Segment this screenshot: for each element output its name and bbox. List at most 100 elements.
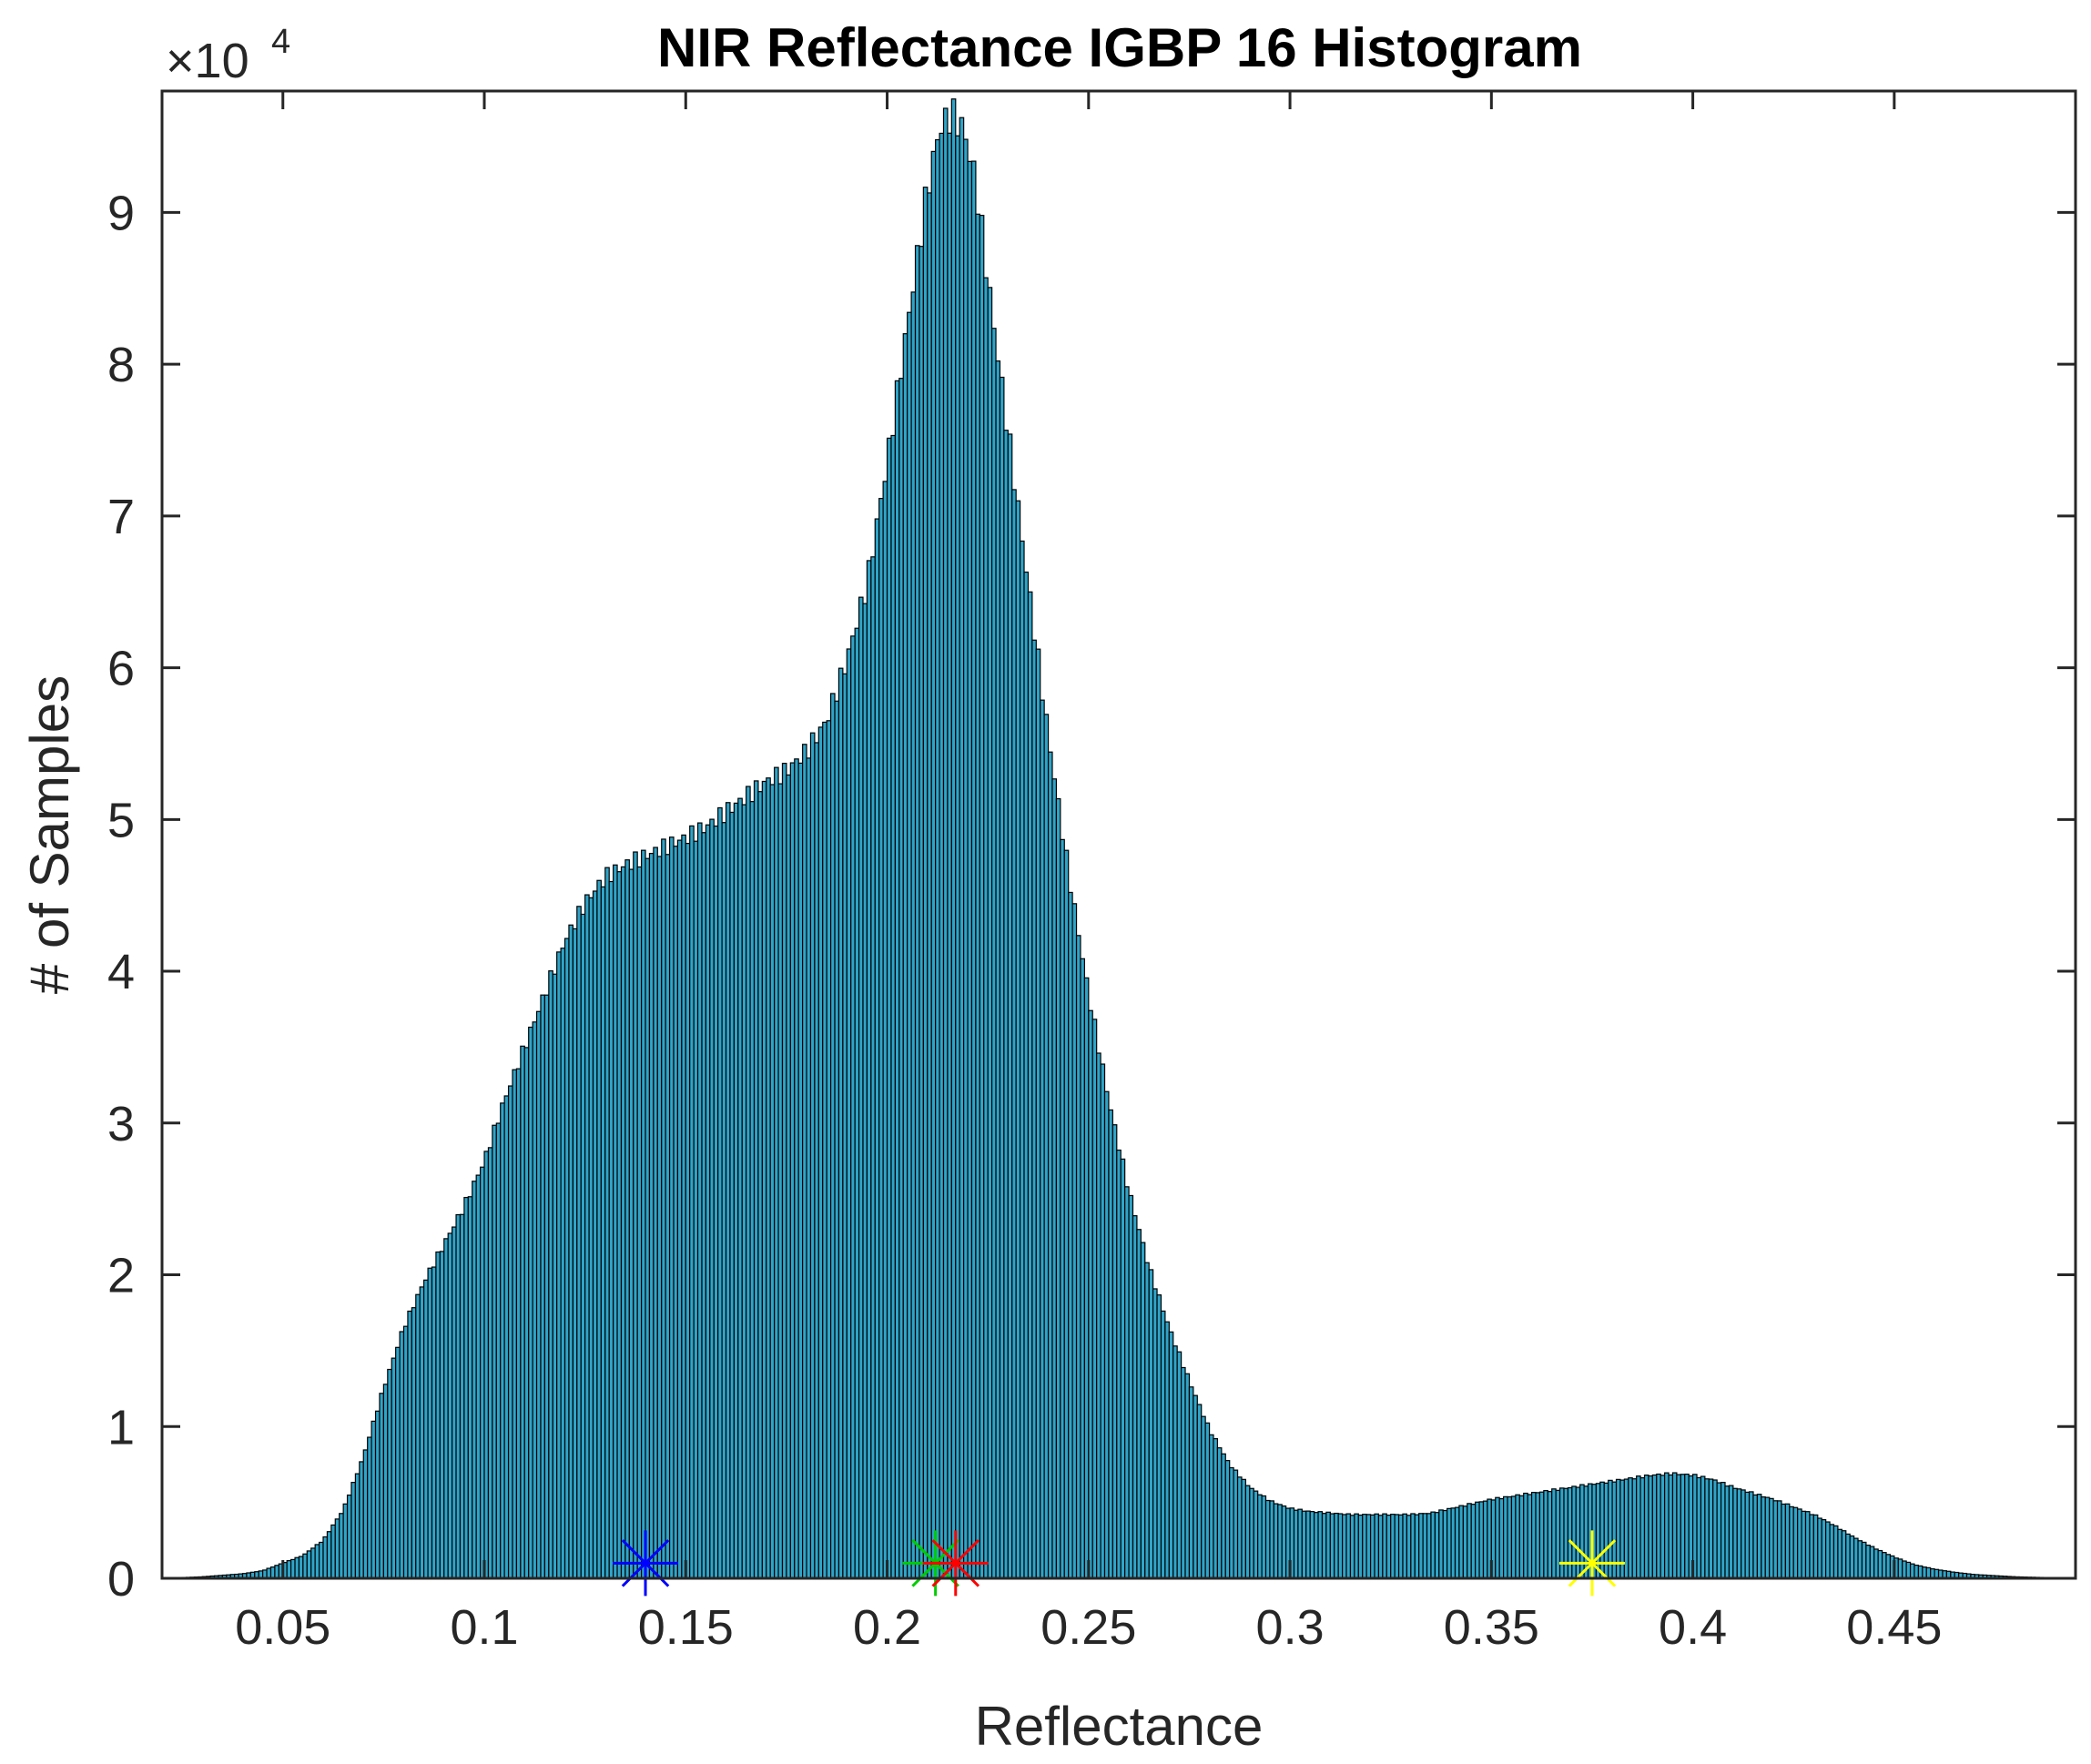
histogram-bar [633, 851, 638, 1579]
histogram-bar [1071, 903, 1078, 1579]
histogram-bar [1656, 1473, 1661, 1579]
histogram-bar [1543, 1489, 1548, 1579]
histogram-bar [645, 857, 651, 1579]
histogram-bar [1772, 1500, 1779, 1579]
histogram-bar [761, 780, 767, 1579]
histogram-bar [717, 806, 723, 1579]
histogram-bar [874, 518, 880, 1579]
histogram-bar [1329, 1513, 1335, 1579]
histogram-bar [1156, 1294, 1162, 1579]
histogram-bar [1769, 1497, 1774, 1579]
histogram-bar [1643, 1474, 1649, 1579]
histogram-bar [1676, 1474, 1681, 1579]
histogram-bar [979, 214, 985, 1579]
histogram-bar [1748, 1491, 1754, 1579]
histogram-bar [983, 277, 989, 1579]
histogram-bar [822, 721, 827, 1579]
histogram-bar [1744, 1491, 1751, 1579]
y-multiplier-label: ×10 4 [166, 23, 290, 88]
histogram-bar [882, 481, 888, 1579]
histogram-bar [1781, 1503, 1786, 1579]
histogram-bar [1068, 891, 1073, 1579]
histogram-bar [1402, 1513, 1408, 1579]
histogram-bar [507, 1085, 513, 1579]
histogram-bar [1116, 1149, 1122, 1579]
histogram-bar [809, 732, 816, 1579]
histogram-bar [947, 132, 952, 1579]
histogram-bar [1204, 1422, 1211, 1579]
histogram-bar [834, 700, 840, 1579]
histogram-bar [487, 1147, 493, 1579]
histogram-bar [967, 160, 973, 1579]
histogram-bar [492, 1124, 497, 1579]
histogram-bar [1623, 1478, 1629, 1579]
histogram-bar [975, 213, 980, 1579]
histogram-bar [995, 360, 1001, 1579]
histogram-bar [1043, 714, 1050, 1579]
histogram-bar [789, 762, 796, 1579]
histogram-bar [1108, 1109, 1113, 1579]
histogram-bar [1124, 1186, 1130, 1579]
histogram-bar [1374, 1513, 1380, 1579]
histogram-bar [1317, 1511, 1324, 1579]
histogram-bar [1902, 1560, 1907, 1579]
histogram-bar [435, 1251, 441, 1579]
histogram-bar [1470, 1504, 1477, 1579]
histogram-bar [733, 802, 739, 1579]
histogram-bar [1088, 1009, 1093, 1579]
histogram-bar [1482, 1500, 1488, 1579]
histogram-bar [1011, 489, 1017, 1579]
histogram-bar [1651, 1474, 1658, 1579]
histogram-bar [1523, 1492, 1528, 1579]
histogram-bar [1897, 1558, 1903, 1579]
histogram-bar [563, 938, 570, 1579]
histogram-bar [387, 1368, 392, 1579]
histogram-bar [628, 868, 634, 1579]
histogram-bar [370, 1420, 377, 1579]
histogram-bar [535, 1010, 542, 1579]
histogram-bar [1551, 1488, 1557, 1579]
histogram-bar [1841, 1530, 1847, 1579]
histogram-bar [1277, 1504, 1283, 1579]
histogram-bar [584, 894, 590, 1579]
y-tick-label: 0 [107, 1552, 135, 1607]
histogram-bar [1720, 1481, 1726, 1579]
histogram-bar [1184, 1373, 1191, 1579]
histogram-bar [794, 758, 799, 1579]
histogram-bar [866, 560, 872, 1579]
histogram-bar [1309, 1511, 1315, 1579]
histogram-bar [656, 856, 663, 1579]
histogram-bar [423, 1279, 429, 1579]
histogram-bar [1664, 1472, 1670, 1579]
histogram-bar [910, 291, 917, 1579]
histogram-bar [846, 648, 852, 1579]
histogram-bar [1478, 1501, 1485, 1579]
histogram-bar [1176, 1351, 1183, 1579]
histogram-bar [495, 1122, 502, 1579]
histogram-bar [963, 138, 969, 1579]
histogram-bar [1527, 1494, 1533, 1579]
histogram-bar [709, 818, 715, 1579]
y-tick-label: 1 [107, 1400, 135, 1455]
histogram-bar [274, 1565, 279, 1579]
histogram-bar [1761, 1495, 1766, 1579]
histogram-bar [1047, 751, 1053, 1579]
x-tick-label: 0.15 [638, 1600, 734, 1655]
histogram-bar [1792, 1506, 1799, 1579]
x-tick-label: 0.2 [853, 1600, 921, 1655]
histogram-bar [1257, 1494, 1263, 1579]
histogram-bar [1349, 1515, 1355, 1579]
asterisk-marker [1558, 1530, 1625, 1597]
histogram-bar [862, 603, 868, 1579]
histogram-bar [999, 376, 1005, 1579]
histogram-bar [1168, 1331, 1174, 1579]
histogram-bar [766, 777, 771, 1579]
histogram-bar [560, 948, 566, 1579]
histogram-bar [1922, 1566, 1927, 1579]
histogram-bar [1845, 1533, 1851, 1579]
histogram-bar [350, 1482, 357, 1579]
histogram-bar [367, 1436, 372, 1579]
histogram-bar [483, 1151, 490, 1579]
histogram-bar [1507, 1495, 1513, 1579]
